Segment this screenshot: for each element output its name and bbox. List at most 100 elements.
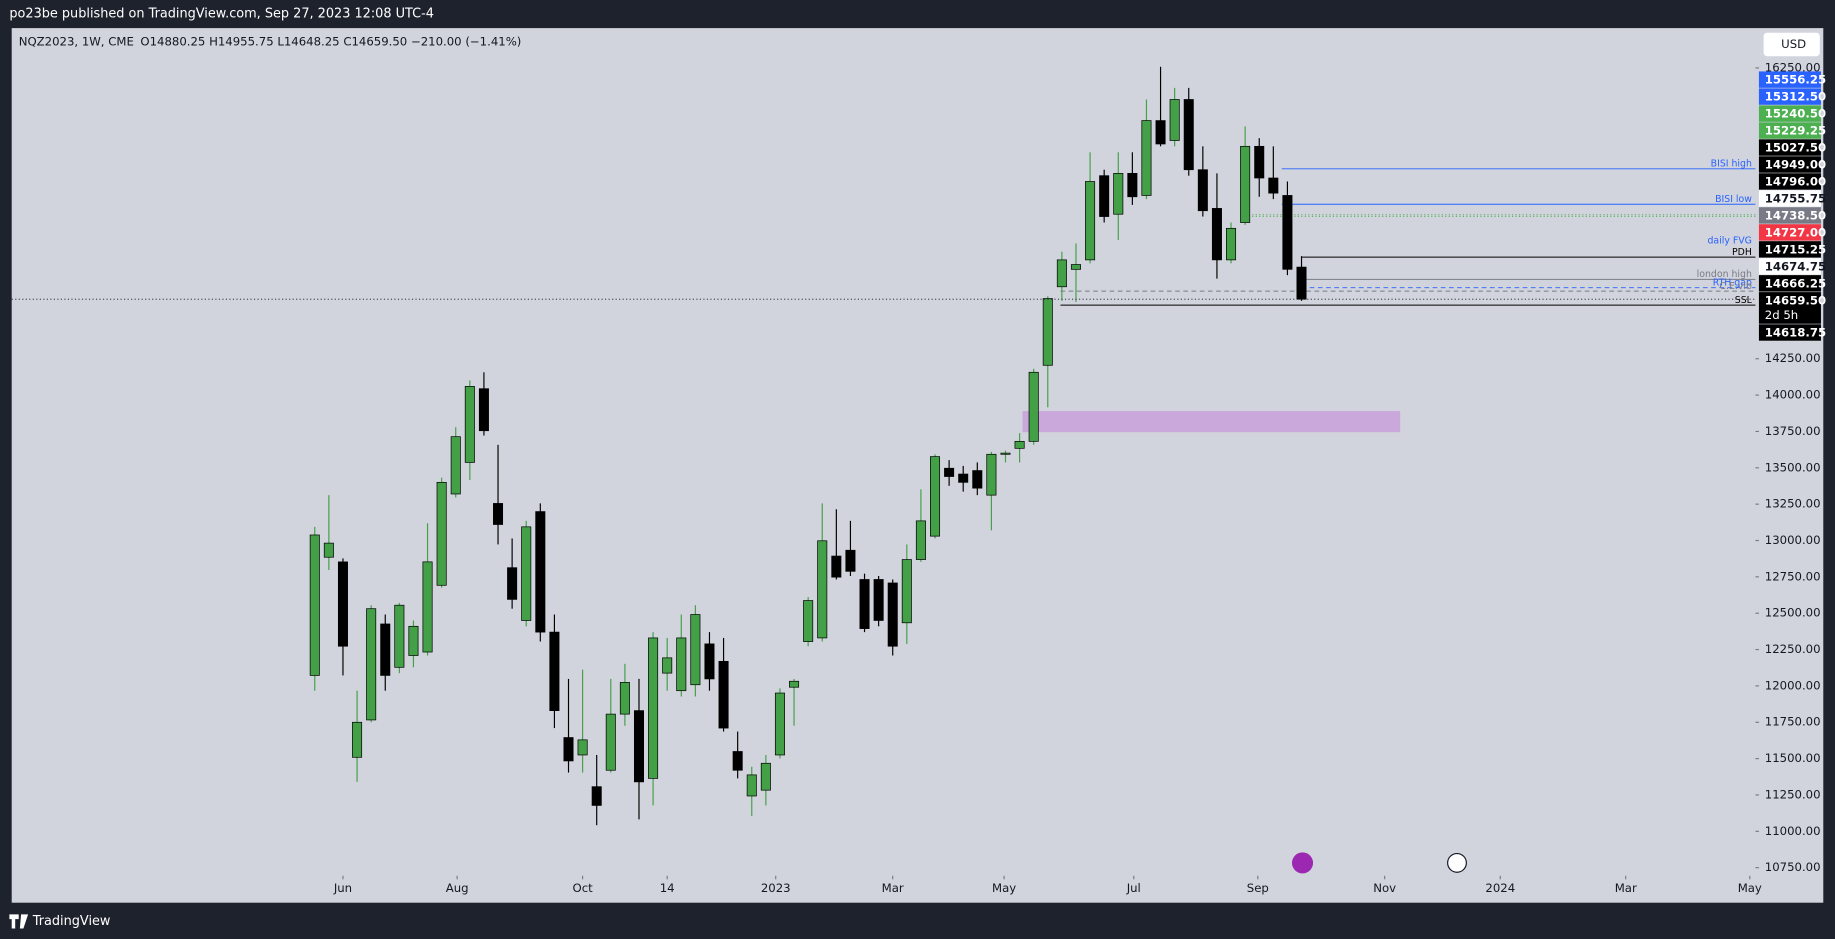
candle-body	[323, 542, 334, 558]
candle-body	[1042, 298, 1053, 366]
event-icon[interactable]	[1291, 852, 1314, 874]
candle-body	[478, 388, 489, 432]
x-tick-label: 2024	[1485, 881, 1515, 895]
candle-body	[535, 511, 546, 633]
price-label-box	[1758, 105, 1821, 122]
y-tick-label: 11500.00	[1765, 751, 1821, 765]
candle-body	[873, 579, 884, 621]
candle-body	[915, 520, 926, 560]
price-label-box	[1758, 292, 1821, 324]
candle-body	[591, 786, 602, 806]
candle-body	[1254, 145, 1265, 179]
candle-body	[1197, 169, 1208, 212]
price-label: 14796.00	[1765, 175, 1826, 189]
candle-body	[1141, 120, 1152, 196]
price-label: 15312.50	[1765, 90, 1826, 104]
level-label: RTH gap	[1713, 278, 1752, 289]
candle-body	[789, 680, 800, 688]
candle-body	[337, 561, 348, 647]
candle-body	[1099, 175, 1110, 217]
candle-body	[958, 473, 969, 483]
level-label: SSL	[1735, 295, 1753, 306]
level-label: BISI high	[1711, 159, 1752, 170]
price-label: 14715.25	[1765, 242, 1826, 256]
x-tick-label: Mar	[882, 881, 904, 895]
price-label: 15229.25	[1765, 124, 1826, 138]
x-tick-label: Sep	[1247, 881, 1269, 895]
zone	[1022, 411, 1401, 433]
y-tick-label: 13000.00	[1765, 533, 1821, 547]
price-label: 15027.50	[1765, 141, 1826, 155]
symbol: NQZ2023, 1W, CME	[19, 35, 134, 49]
y-tick-label: 13500.00	[1765, 460, 1821, 474]
price-label: 15240.50	[1765, 107, 1826, 121]
candle-body	[986, 453, 997, 496]
y-tick-label: 11000.00	[1765, 824, 1821, 838]
candle-body	[1070, 264, 1081, 270]
price-label: 14666.25	[1765, 276, 1826, 290]
level-label: daily FVG	[1707, 236, 1751, 247]
candle-body	[1268, 177, 1279, 194]
price-label-box	[1758, 139, 1821, 156]
x-tick-label: Mar	[1615, 881, 1637, 895]
candle-body	[803, 600, 814, 642]
countdown: 2d 5h	[1765, 308, 1798, 322]
candle-body	[436, 481, 447, 586]
level-label: BISI low	[1715, 194, 1752, 205]
candle-body	[944, 467, 955, 477]
candle-body	[1226, 227, 1237, 261]
x-tick-label: 14	[660, 881, 675, 895]
price-label-box	[1758, 324, 1821, 341]
price-label-box	[1758, 71, 1821, 88]
publisher: po23be published on TradingView.com, Sep…	[9, 7, 434, 22]
candle-body	[930, 456, 941, 537]
level-label: PDH	[1732, 247, 1752, 258]
price-label-box	[1758, 241, 1821, 258]
candle-body	[1282, 195, 1293, 270]
price-label: 15556.25	[1765, 73, 1826, 87]
candle-body	[662, 657, 673, 674]
candle-body	[648, 637, 659, 779]
y-tick-label: 11750.00	[1765, 715, 1821, 729]
candle-body	[845, 549, 856, 572]
y-tick-label: 11250.00	[1765, 787, 1821, 801]
x-tick-label: Oct	[572, 881, 593, 895]
price-label-box	[1758, 122, 1821, 139]
chart-panel	[11, 28, 1824, 903]
candle-body	[380, 623, 391, 676]
candle-body	[366, 608, 377, 721]
event-icon[interactable]	[1447, 852, 1467, 873]
ohlc-legend: O14880.25 H14955.75 L14648.25 C14659.50 …	[140, 35, 521, 49]
candle-body	[746, 774, 757, 797]
y-tick-label: 12000.00	[1765, 678, 1821, 692]
candle-body	[633, 710, 644, 783]
level-label: london high	[1697, 269, 1752, 280]
candle-body	[549, 631, 560, 711]
x-tick-label: 2023	[761, 881, 791, 895]
candle-body	[718, 660, 729, 729]
candle-body	[1000, 452, 1011, 455]
candle-body	[1183, 99, 1194, 171]
price-label-box	[1758, 207, 1821, 224]
candle-body	[352, 721, 363, 758]
candle-body	[450, 436, 461, 495]
price-label-box	[1758, 224, 1821, 241]
currency-button[interactable]	[1763, 32, 1820, 57]
price-label-box	[1758, 88, 1821, 105]
candle-body	[1085, 181, 1096, 261]
candle-body	[1113, 173, 1124, 215]
candle-body	[1028, 371, 1039, 442]
candle-body	[1169, 99, 1180, 141]
x-tick-label: Aug	[446, 881, 469, 895]
candle-body	[422, 561, 433, 653]
candle-body	[901, 559, 912, 624]
candle-body	[859, 579, 870, 629]
candle-body	[1155, 120, 1166, 145]
price-label: 14738.50	[1765, 209, 1826, 223]
candle-body	[887, 582, 898, 647]
candle-body	[774, 692, 785, 756]
candle-body	[563, 737, 574, 762]
candle-body	[972, 470, 983, 489]
